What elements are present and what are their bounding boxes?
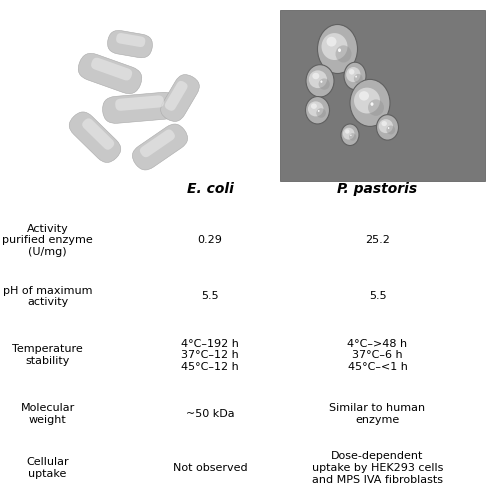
Ellipse shape: [382, 121, 387, 126]
FancyBboxPatch shape: [165, 81, 188, 111]
FancyBboxPatch shape: [82, 118, 114, 150]
Ellipse shape: [378, 119, 393, 133]
Ellipse shape: [349, 133, 356, 141]
Text: Molecular
weight: Molecular weight: [20, 403, 74, 425]
Ellipse shape: [309, 71, 327, 88]
Ellipse shape: [318, 24, 358, 74]
Text: E. coli: E. coli: [186, 182, 234, 196]
FancyBboxPatch shape: [116, 33, 146, 47]
Ellipse shape: [345, 129, 350, 134]
FancyBboxPatch shape: [132, 124, 188, 170]
Ellipse shape: [350, 134, 352, 136]
Ellipse shape: [386, 125, 395, 134]
Text: 5.5: 5.5: [368, 292, 386, 301]
Ellipse shape: [338, 49, 341, 52]
Text: pH of maximum
activity: pH of maximum activity: [3, 286, 92, 307]
Ellipse shape: [356, 75, 357, 77]
Ellipse shape: [370, 102, 374, 106]
Ellipse shape: [320, 80, 322, 83]
Ellipse shape: [326, 37, 336, 47]
Ellipse shape: [308, 101, 324, 117]
FancyBboxPatch shape: [69, 112, 121, 163]
Ellipse shape: [312, 73, 320, 79]
FancyBboxPatch shape: [140, 129, 175, 157]
Ellipse shape: [349, 69, 354, 74]
Ellipse shape: [350, 79, 390, 126]
Text: 4°C–>48 h
37°C–6 h
45°C–<1 h: 4°C–>48 h 37°C–6 h 45°C–<1 h: [348, 339, 408, 372]
Text: Cellular
uptake: Cellular uptake: [26, 457, 69, 479]
FancyBboxPatch shape: [108, 30, 152, 58]
Ellipse shape: [354, 88, 380, 114]
Ellipse shape: [322, 33, 347, 60]
Ellipse shape: [318, 110, 320, 112]
Ellipse shape: [376, 115, 398, 140]
Ellipse shape: [318, 78, 330, 90]
Ellipse shape: [368, 99, 384, 116]
Ellipse shape: [306, 97, 330, 124]
FancyBboxPatch shape: [78, 53, 142, 94]
Text: Activity
purified enzyme
(U/mg): Activity purified enzyme (U/mg): [2, 223, 93, 257]
FancyBboxPatch shape: [160, 74, 200, 122]
Ellipse shape: [343, 128, 354, 140]
FancyBboxPatch shape: [102, 92, 178, 123]
Text: 5.5: 5.5: [201, 292, 219, 301]
Text: ~50 kDa: ~50 kDa: [186, 409, 234, 419]
FancyBboxPatch shape: [91, 58, 132, 80]
FancyBboxPatch shape: [280, 10, 485, 181]
Ellipse shape: [359, 91, 369, 100]
Ellipse shape: [346, 67, 360, 82]
Text: P. pastoris: P. pastoris: [338, 182, 417, 196]
FancyBboxPatch shape: [115, 96, 164, 111]
Ellipse shape: [344, 62, 366, 90]
Text: 0.29: 0.29: [198, 235, 222, 245]
Ellipse shape: [306, 65, 334, 97]
Ellipse shape: [311, 103, 317, 109]
Ellipse shape: [316, 108, 326, 118]
Text: Similar to human
enzyme: Similar to human enzyme: [330, 403, 426, 425]
Ellipse shape: [336, 46, 351, 62]
Text: 4°C–192 h
37°C–12 h
45°C–12 h: 4°C–192 h 37°C–12 h 45°C–12 h: [181, 339, 239, 372]
Text: Temperature
stability: Temperature stability: [12, 344, 83, 366]
Text: Dose-dependent
uptake by HEK293 cells
and MPS IVA fibroblasts: Dose-dependent uptake by HEK293 cells an…: [312, 451, 443, 485]
Ellipse shape: [388, 127, 390, 129]
Text: Not observed: Not observed: [172, 463, 248, 473]
Ellipse shape: [354, 74, 362, 83]
Text: 25.2: 25.2: [365, 235, 390, 245]
Ellipse shape: [341, 124, 359, 146]
